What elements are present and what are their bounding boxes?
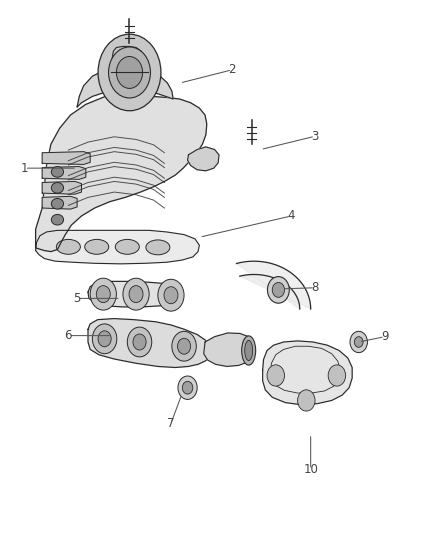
Circle shape [350, 332, 367, 353]
Polygon shape [42, 196, 77, 209]
Text: 7: 7 [167, 417, 175, 430]
Circle shape [92, 324, 117, 354]
Ellipse shape [51, 198, 64, 209]
Text: 8: 8 [311, 281, 319, 294]
Polygon shape [187, 147, 219, 171]
Polygon shape [42, 166, 86, 179]
Text: 5: 5 [74, 292, 81, 305]
Ellipse shape [57, 239, 81, 254]
Polygon shape [35, 94, 207, 252]
Circle shape [98, 34, 161, 111]
Circle shape [133, 334, 146, 350]
Circle shape [117, 56, 143, 88]
Text: 6: 6 [65, 329, 72, 342]
Polygon shape [35, 230, 199, 264]
Text: 2: 2 [228, 63, 236, 76]
Circle shape [109, 47, 150, 98]
Ellipse shape [242, 336, 256, 365]
Ellipse shape [245, 341, 253, 361]
Polygon shape [42, 181, 81, 194]
Circle shape [123, 278, 149, 310]
Polygon shape [42, 152, 90, 165]
Polygon shape [88, 281, 183, 307]
Circle shape [129, 286, 143, 303]
Polygon shape [263, 341, 352, 405]
Circle shape [98, 331, 111, 347]
Circle shape [297, 390, 315, 411]
Circle shape [272, 282, 285, 297]
Polygon shape [204, 333, 255, 367]
Ellipse shape [115, 239, 139, 254]
Circle shape [268, 277, 289, 303]
Circle shape [182, 381, 193, 394]
Ellipse shape [85, 239, 109, 254]
Text: 3: 3 [311, 130, 319, 143]
Circle shape [267, 365, 285, 386]
Polygon shape [112, 46, 144, 59]
Text: 4: 4 [287, 209, 295, 222]
Ellipse shape [51, 182, 64, 193]
Circle shape [90, 278, 117, 310]
Ellipse shape [51, 166, 64, 177]
Circle shape [178, 376, 197, 399]
Polygon shape [88, 319, 212, 368]
Ellipse shape [146, 240, 170, 255]
Circle shape [354, 337, 363, 348]
Circle shape [177, 338, 191, 354]
Polygon shape [237, 261, 311, 309]
Circle shape [158, 279, 184, 311]
Polygon shape [77, 67, 173, 107]
Ellipse shape [51, 214, 64, 225]
Circle shape [164, 287, 178, 304]
Text: 1: 1 [21, 161, 28, 175]
Circle shape [127, 327, 152, 357]
Circle shape [328, 365, 346, 386]
Circle shape [172, 332, 196, 361]
Text: 9: 9 [381, 330, 389, 343]
Circle shape [96, 286, 110, 303]
Text: 10: 10 [303, 463, 318, 476]
